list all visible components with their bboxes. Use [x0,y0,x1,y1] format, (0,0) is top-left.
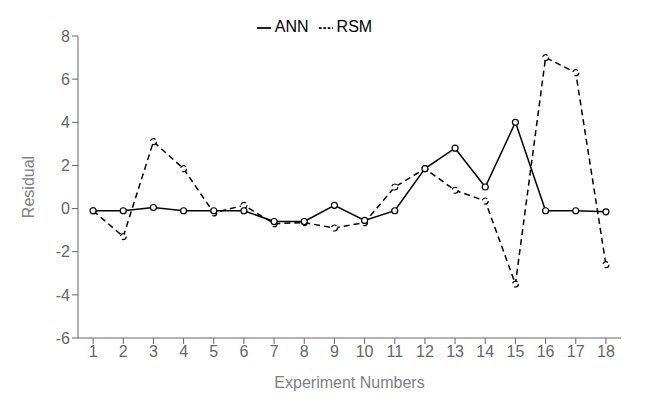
svg-text:13: 13 [446,343,464,360]
svg-text:8: 8 [300,343,309,360]
svg-text:14: 14 [476,343,494,360]
svg-text:9: 9 [330,343,339,360]
svg-text:4: 4 [179,343,188,360]
svg-text:1: 1 [89,343,98,360]
svg-text:-6: -6 [56,330,70,347]
svg-text:-4: -4 [56,287,70,304]
svg-text:6: 6 [239,343,248,360]
svg-text:2: 2 [119,343,128,360]
svg-text:11: 11 [386,343,403,360]
svg-text:-2: -2 [56,243,70,260]
svg-text:8: 8 [61,28,70,45]
svg-text:4: 4 [61,114,70,131]
svg-text:6: 6 [61,71,70,88]
svg-text:0: 0 [61,200,70,217]
svg-text:7: 7 [270,343,279,360]
svg-text:16: 16 [537,343,555,360]
svg-text:3: 3 [149,343,158,360]
html-text:RSM: RSM [336,18,373,35]
svg-text:2: 2 [61,157,70,174]
svg-text:5: 5 [209,343,218,360]
svg-text:12: 12 [416,343,434,360]
svg-text:Experiment Numbers: Experiment Numbers [274,374,424,391]
svg-text:10: 10 [356,343,374,360]
svg-text:15: 15 [507,343,525,360]
html-text:ANN: ANN [274,18,309,35]
svg-text:18: 18 [597,343,615,360]
svg-text:17: 17 [567,343,585,360]
svg-text:Residual: Residual [20,156,37,218]
